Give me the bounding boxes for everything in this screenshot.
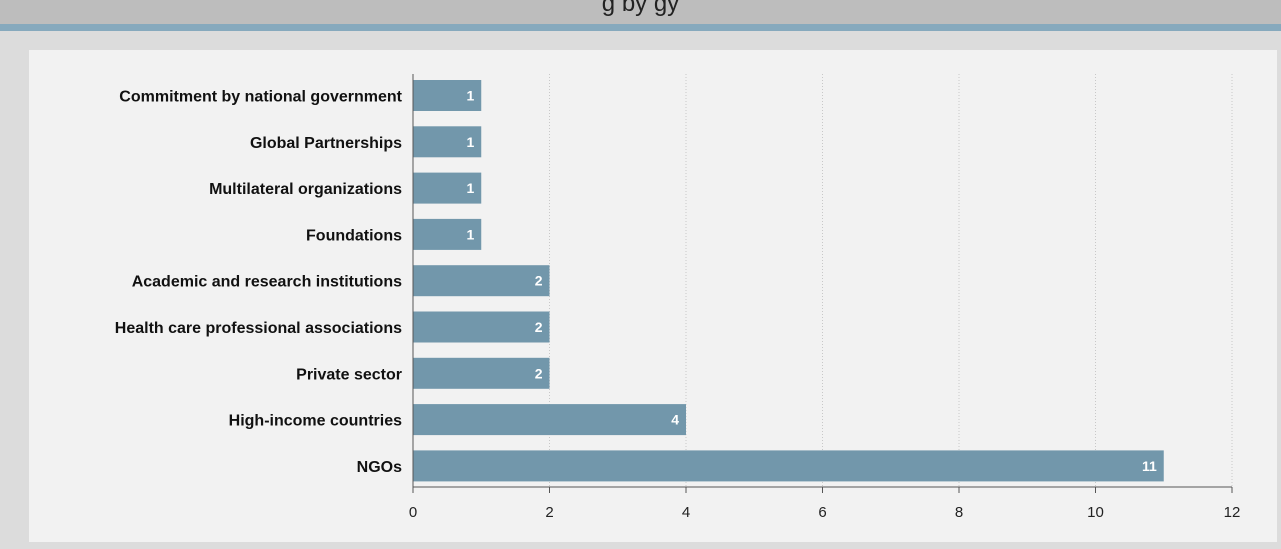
x-tick-label: 6 — [818, 504, 826, 521]
category-label: High-income countries — [229, 413, 402, 430]
bar — [413, 218, 482, 250]
bar — [413, 404, 686, 436]
category-label: Health care professional associations — [115, 320, 402, 337]
bar — [413, 450, 1164, 482]
data-label: 1 — [466, 134, 474, 150]
accent-rule — [0, 24, 1281, 31]
category-label: Academic and research institutions — [132, 274, 402, 291]
x-tick-label: 8 — [955, 504, 963, 521]
x-tick-label: 10 — [1087, 504, 1104, 521]
data-label: 2 — [535, 319, 543, 335]
data-label: 2 — [535, 365, 543, 381]
data-label: 11 — [1142, 458, 1157, 474]
category-label: Commitment by national government — [119, 89, 402, 106]
data-label: 1 — [466, 180, 474, 196]
bar-chart: 1 Commitment by national government 1 Globa… — [115, 74, 1241, 521]
bar — [413, 357, 550, 389]
data-label: 2 — [535, 273, 543, 289]
category-label: Multilateral organizations — [209, 181, 402, 198]
bar — [413, 311, 550, 343]
chart-panel: 1 Commitment by national government 1 Globa… — [29, 50, 1277, 542]
category-label: Global Partnerships — [250, 135, 402, 152]
category-label: Private sector — [296, 366, 402, 383]
x-tick-label: 2 — [545, 504, 553, 521]
x-tick-label: 12 — [1224, 504, 1241, 521]
category-label: Foundations — [306, 227, 402, 244]
bar — [413, 80, 482, 111]
bar — [413, 265, 550, 297]
chart-header: g by gy — [0, 0, 1281, 24]
x-tick-label: 0 — [409, 504, 417, 521]
data-label: 4 — [671, 412, 679, 428]
bar — [413, 172, 482, 204]
bar — [413, 126, 482, 158]
data-label: 1 — [466, 226, 474, 242]
data-label: 1 — [466, 88, 474, 104]
chart-title: g by gy — [601, 0, 680, 17]
x-tick-label: 4 — [682, 504, 690, 521]
category-label: NGOs — [357, 459, 402, 476]
